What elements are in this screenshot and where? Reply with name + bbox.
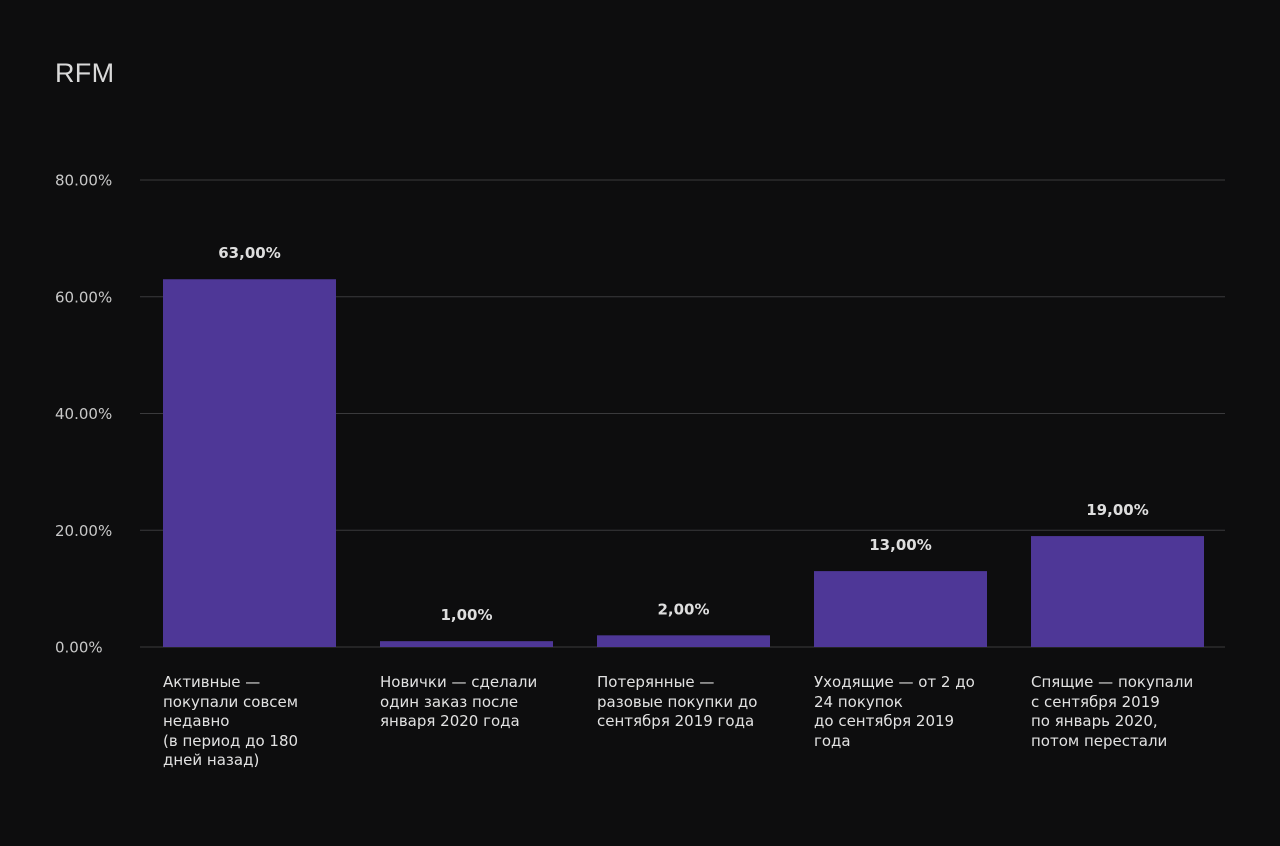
value-labels: 63,00% 1,00% 2,00% 13,00% 19,00% bbox=[218, 244, 1148, 624]
bar bbox=[1031, 536, 1204, 647]
bar bbox=[814, 571, 987, 647]
x-category-label: Потерянные — разовые покупки до сентября… bbox=[597, 673, 758, 730]
y-tick-label: 80.00% bbox=[55, 172, 112, 190]
y-tick-label: 40.00% bbox=[55, 405, 112, 423]
value-label: 19,00% bbox=[1086, 501, 1148, 519]
bar bbox=[597, 635, 770, 647]
y-tick-label: 60.00% bbox=[55, 288, 112, 306]
chart-title: RFM bbox=[55, 58, 115, 88]
x-category-label: Активные — покупали совсем недавно (в пе… bbox=[163, 673, 299, 769]
y-tick-label: 20.00% bbox=[55, 522, 112, 540]
x-category-label: Новички — сделали один заказ после январ… bbox=[380, 673, 538, 730]
bars bbox=[163, 279, 1204, 647]
bar bbox=[380, 641, 553, 647]
y-axis-ticks: 0.00% 20.00% 40.00% 60.00% 80.00% bbox=[55, 172, 112, 657]
value-label: 13,00% bbox=[869, 536, 931, 554]
value-label: 1,00% bbox=[440, 606, 492, 624]
value-label: 63,00% bbox=[218, 244, 280, 262]
value-label: 2,00% bbox=[657, 600, 709, 618]
x-category-label: Спящие — покупали с сентября 2019 по янв… bbox=[1031, 673, 1194, 750]
x-category-label: Уходящие — от 2 до 24 покупок до сентябр… bbox=[814, 673, 975, 750]
y-tick-label: 0.00% bbox=[55, 639, 103, 657]
bar bbox=[163, 279, 336, 647]
